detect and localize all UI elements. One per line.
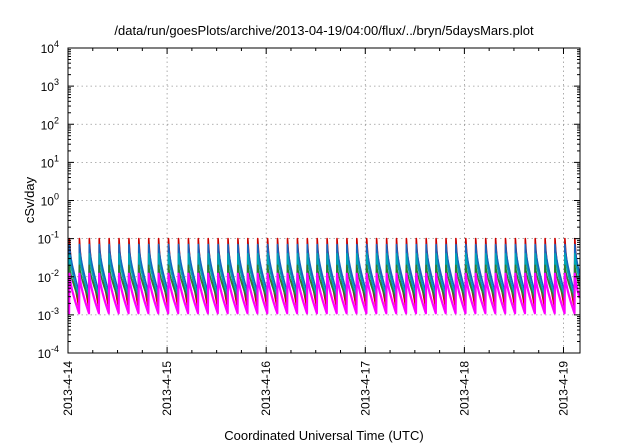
series-line-5 <box>67 272 581 315</box>
series-line-1 <box>67 237 581 309</box>
y-tick-label: 101 <box>41 153 59 170</box>
x-tick-label: 2013-4-18 <box>457 361 471 416</box>
x-tick-label: 2013-4-15 <box>160 361 174 416</box>
y-tick-label: 10-3 <box>38 306 59 323</box>
y-tick-label: 103 <box>41 77 59 94</box>
chart-title: /data/run/goesPlots/archive/2013-04-19/0… <box>114 23 534 38</box>
x-tick-label: 2013-4-19 <box>556 361 570 416</box>
y-axis: 10-4 10-3 10-2 10-1 100 101 102 103 104 <box>38 39 580 361</box>
x-tick-label: 2013-4-16 <box>259 361 273 416</box>
y-tick-label: 100 <box>41 192 59 209</box>
x-axis: 2013-4-14 2013-4-15 2013-4-16 2013-4-17 2013… <box>61 48 570 416</box>
x-axis-label: Coordinated Universal Time (UTC) <box>224 428 423 443</box>
grid <box>68 48 580 353</box>
y-tick-label: 104 <box>41 39 59 56</box>
x-tick-label: 2013-4-17 <box>358 361 372 416</box>
y-tick-label: 10-4 <box>38 344 59 361</box>
x-tick-label: 2013-4-14 <box>61 361 75 416</box>
series-group <box>67 237 581 315</box>
y-tick-label: 10-1 <box>38 230 59 247</box>
y-axis-label: cSv/day <box>22 176 37 223</box>
y-tick-label: 102 <box>41 115 59 132</box>
y-tick-label: 10-2 <box>38 268 59 285</box>
